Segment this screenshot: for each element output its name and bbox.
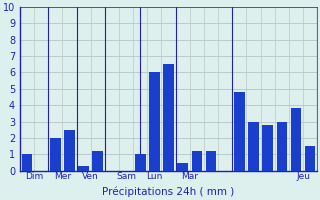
Bar bbox=[22, 154, 32, 171]
Bar bbox=[262, 125, 273, 171]
Bar bbox=[305, 146, 316, 171]
Bar bbox=[206, 151, 216, 171]
Bar bbox=[192, 151, 202, 171]
Bar bbox=[248, 122, 259, 171]
Bar bbox=[64, 130, 75, 171]
Bar bbox=[92, 151, 103, 171]
Bar bbox=[149, 72, 160, 171]
Bar bbox=[135, 154, 146, 171]
Bar bbox=[291, 108, 301, 171]
Bar bbox=[78, 166, 89, 171]
Bar bbox=[50, 138, 60, 171]
Bar bbox=[177, 163, 188, 171]
Bar bbox=[276, 122, 287, 171]
Bar bbox=[163, 64, 174, 171]
X-axis label: Précipitations 24h ( mm ): Précipitations 24h ( mm ) bbox=[102, 187, 235, 197]
Bar bbox=[234, 92, 245, 171]
